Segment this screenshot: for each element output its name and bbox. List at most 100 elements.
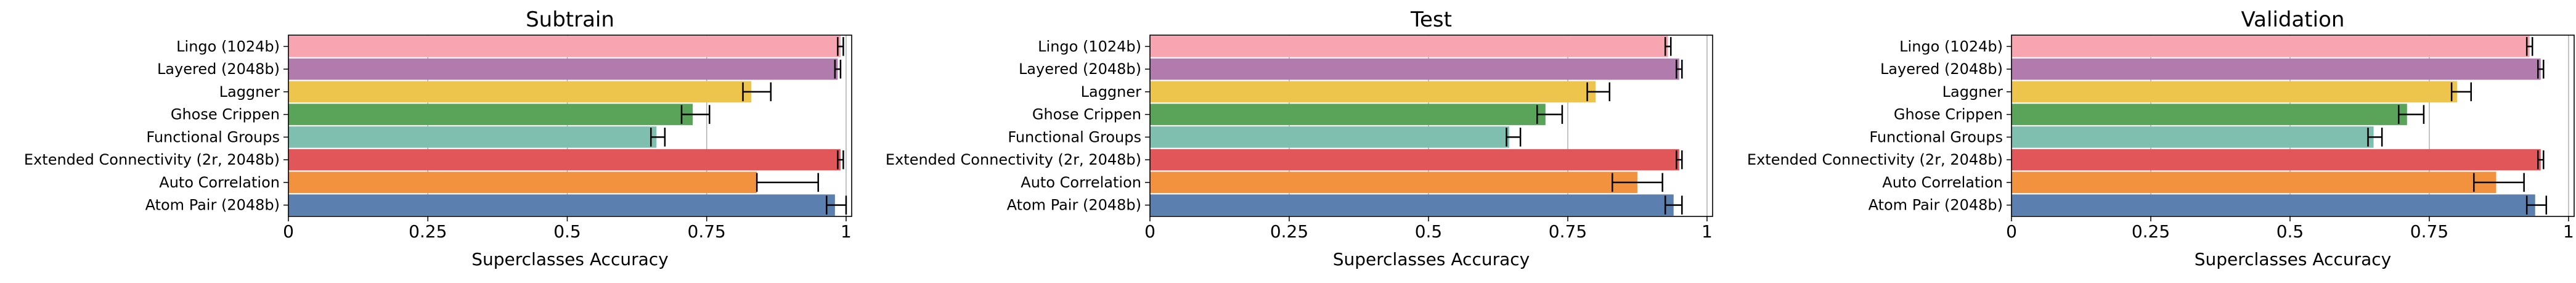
bar [2011,81,2458,103]
y-tick-label: Atom Pair (2048b) [1007,197,1141,214]
bar [288,171,757,194]
y-tick-label: Atom Pair (2048b) [145,197,280,214]
y-tick-label: Functional Groups [1869,128,2003,146]
y-tick-label: Extended Connectivity (2r, 2048b) [24,151,280,168]
y-tick-label: Extended Connectivity (2r, 2048b) [886,151,1141,168]
bar [2011,149,2541,171]
bar [288,36,841,57]
chart-title: Subtrain [526,7,614,32]
bar [1150,126,1510,148]
bar [288,81,752,103]
error-bar [742,82,772,102]
x-axis-label: Superclasses Accuracy [2195,249,2391,269]
error-bar [2537,150,2545,170]
y-tick-label: Ghose Crippen [1032,106,1141,123]
y-tick-label: Lingo (1024b) [1899,38,2003,55]
error-bar [1612,173,1663,192]
y-tick-label: Layered (2048b) [1880,60,2003,78]
x-axis-label: Superclasses Accuracy [1333,249,1530,269]
bar [1150,194,1674,216]
x-tick-label: 0.5 [553,221,581,242]
error-bar [680,105,711,124]
y-tick-label: Functional Groups [146,128,280,146]
bar [2011,58,2541,80]
bar [2011,171,2497,194]
y-tick-label: Extended Connectivity (2r, 2048b) [1747,151,2003,168]
chart-panel-subtrain: Lingo (1024b) Layered (2048b) Laggner Ghose… [24,7,852,269]
error-bar [1586,82,1611,102]
x-tick-label: 1 [1702,221,1713,242]
error-bar [1675,59,1683,79]
error-bar [2450,82,2472,102]
bar [2011,194,2535,216]
x-tick-label: 0.5 [1415,221,1443,242]
x-tick-label: 0.75 [2410,221,2448,242]
error-bar [826,195,847,215]
chart-title: Test [1410,7,1452,32]
y-tick-label: Layered (2048b) [157,60,280,78]
bar [2011,36,2530,57]
y-tick-label: Auto Correlation [159,174,280,191]
y-tick-label: Layered (2048b) [1019,60,1141,78]
y-tick-label: Ghose Crippen [171,106,280,123]
error-bar [837,150,844,170]
bar [288,194,835,216]
error-bar [2367,128,2383,147]
x-tick-label: 1 [841,221,852,242]
y-tick-label: Ghose Crippen [1894,106,2003,123]
y-tick-label: Laggner [219,83,280,100]
error-bar [2525,37,2533,56]
x-tick-label: 1 [2563,221,2574,242]
error-bar [1675,150,1683,170]
bar [1150,171,1637,194]
error-bar [834,59,842,79]
chart-title: Validation [2241,7,2345,32]
y-tick-label: Lingo (1024b) [1038,38,1141,55]
x-tick-label: 0 [2006,221,2017,242]
x-tick-label: 0 [283,221,294,242]
bar [288,126,657,148]
y-tick-label: Auto Correlation [1021,174,1141,191]
x-tick-label: 0.25 [2132,221,2170,242]
y-tick-label: Laggner [1942,83,2003,100]
error-bar [756,173,819,192]
error-bar [2398,105,2425,124]
bar [2011,126,2374,148]
y-tick-label: Atom Pair (2048b) [1869,197,2003,214]
x-tick-label: 0.75 [688,221,726,242]
error-bar [2473,173,2525,192]
y-tick-label: Lingo (1024b) [176,38,280,55]
error-bar [650,128,666,147]
bar [1150,149,1679,171]
x-tick-label: 0 [1144,221,1156,242]
chart-panel-validation: Lingo (1024b) Layered (2048b) Laggner Ghose… [1747,7,2575,269]
x-tick-label: 0.75 [1549,221,1587,242]
bar [1150,104,1546,125]
bar [2011,104,2407,125]
x-axis-label: Superclasses Accuracy [471,249,668,269]
bar [288,104,693,125]
error-bar [1506,128,1522,147]
y-tick-label: Functional Groups [1008,128,1141,146]
error-bar [2525,195,2548,215]
y-tick-label: Auto Correlation [1882,174,2003,191]
y-tick-label: Laggner [1081,83,1142,100]
error-bar [1536,105,1563,124]
x-tick-label: 0.5 [2276,221,2304,242]
axes-frame [2011,35,2575,217]
error-bar [1664,195,1683,215]
axes-frame [288,35,852,217]
bar [1150,58,1679,80]
axes-frame [1149,35,1713,217]
error-bar [1664,37,1672,56]
error-bar [837,37,844,56]
x-tick-label: 0.25 [409,221,447,242]
bar [1150,36,1668,57]
chart-panel-test: Lingo (1024b) Layered (2048b) Laggner Ghose… [886,7,1713,269]
bar [1150,81,1596,103]
error-bar [2537,59,2545,79]
bar [288,149,841,171]
x-tick-label: 0.25 [1270,221,1308,242]
bar [288,58,838,80]
